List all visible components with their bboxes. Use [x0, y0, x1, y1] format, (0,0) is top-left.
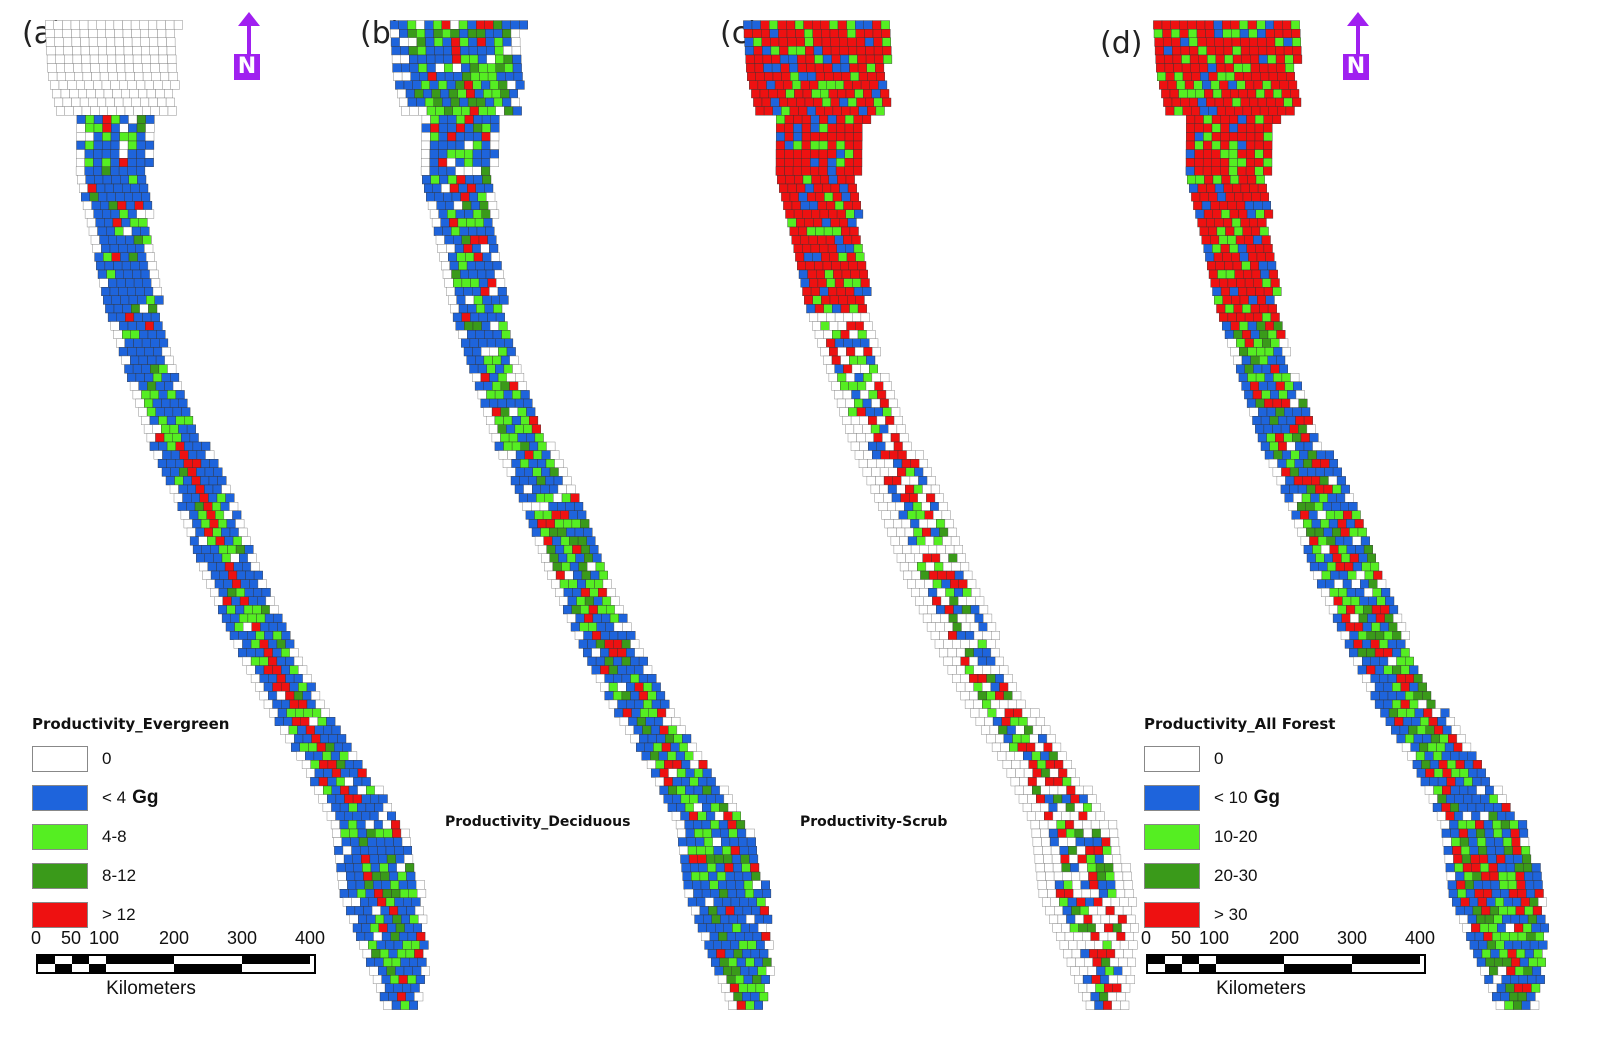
legend-swatch [1144, 901, 1200, 928]
scale-bar: 0 50 100 200 300 400 Kilometers [1141, 928, 1435, 1000]
map-panel-b [389, 20, 776, 1010]
scale-tick: 0 [1140, 928, 1152, 948]
scale-tick: 50 [1170, 928, 1192, 948]
scale-tick: 0 [30, 928, 42, 948]
scale-tick: 300 [1336, 928, 1368, 948]
north-arrow-icon: N [234, 12, 264, 82]
scale-tick: 400 [1404, 928, 1436, 948]
scale-unit: Kilometers [1216, 978, 1306, 999]
scale-bar-graphic [36, 954, 316, 974]
legend-row: 10-20 [1144, 817, 1335, 856]
scale-tick: 100 [1198, 928, 1230, 948]
legend-row: < 10 Gg [1144, 778, 1335, 817]
legend-row: > 30 [1144, 895, 1335, 934]
legend-swatch [32, 784, 88, 811]
legend-swatch [32, 745, 88, 772]
scale-unit: Kilometers [106, 978, 196, 999]
map-panel-a [45, 20, 431, 1010]
legend-swatch [1144, 862, 1200, 889]
legend-swatch [32, 901, 88, 928]
scale-ticks: 0 50 100 200 300 400 [31, 928, 325, 950]
scale-bar-graphic [1146, 954, 1426, 974]
legend-evergreen: Productivity_Evergreen 0 < 4 Gg 4-8 8-12 … [32, 715, 229, 934]
scale-ticks: 0 50 100 200 300 400 [1141, 928, 1435, 950]
scale-tick: 100 [88, 928, 120, 948]
legend-swatch [32, 862, 88, 889]
scale-tick: 200 [158, 928, 190, 948]
legend-swatch [1144, 745, 1200, 772]
legend-row: < 4 Gg [32, 778, 229, 817]
legend-all-forest: Productivity_All Forest 0 < 10 Gg 10-20 2… [1144, 715, 1335, 934]
legend-swatch [1144, 784, 1200, 811]
scale-tick: 50 [60, 928, 82, 948]
north-arrow-icon: N [1343, 12, 1373, 82]
map-panel-d [1153, 20, 1549, 1010]
legend-swatch [1144, 823, 1200, 850]
legend-row: > 12 [32, 895, 229, 934]
legend-title: Productivity_Evergreen [32, 715, 230, 733]
scale-bar: 0 50 100 200 300 400 Kilometers [31, 928, 325, 1000]
map-panel-c [743, 20, 1139, 1010]
legend-row: 20-30 [1144, 856, 1335, 895]
panel-label-d: (d) [1100, 26, 1143, 61]
legend-row: 4-8 [32, 817, 229, 856]
scale-tick: 400 [294, 928, 326, 948]
legend-row: 0 [1144, 739, 1335, 778]
legend-row: 0 [32, 739, 229, 778]
legend-row: 8-12 [32, 856, 229, 895]
legend-title: Productivity_All Forest [1144, 715, 1336, 733]
map-title-deciduous: Productivity_Deciduous [445, 814, 631, 830]
legend-swatch [32, 823, 88, 850]
scale-tick: 300 [226, 928, 258, 948]
scale-tick: 200 [1268, 928, 1300, 948]
map-title-scrub: Productivity-Scrub [800, 814, 948, 830]
